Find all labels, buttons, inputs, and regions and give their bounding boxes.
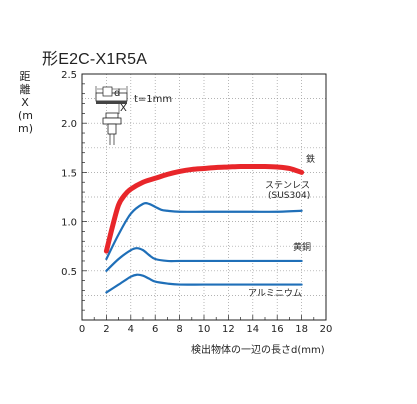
series-line-1 [105,201,303,261]
tick-labels: 0 2 4 6 8 10 12 14 16 18 20 0.5 1.0 1.5 2.0 2.5 [61,70,332,335]
x-tick-label: 12 [222,324,235,335]
label-thickness: t=1mm [134,94,172,105]
y-tick-label: 2.0 [61,119,77,130]
sensor-nut [102,117,122,125]
x-tick-label: 4 [128,324,134,335]
sensor-body [107,123,117,135]
series-line-3 [105,273,303,294]
series-label-stainless-grade: (SUS304) [268,191,310,201]
series-line-2 [105,247,303,272]
sensor-diagram: d X t=1mm [95,86,172,145]
x-tick-label: 10 [198,324,211,335]
series-label-iron: 鉄 [306,153,315,165]
series-lines [103,163,305,294]
x-axis-label: 検出物体の一辺の長さd(mm) [191,345,325,356]
target-plate [96,101,127,104]
series-line-0 [103,163,305,254]
series-label-brass: 黄銅 [293,241,311,253]
x-tick-label: 14 [246,324,259,335]
x-tick-label: 8 [176,324,182,335]
y-tick-label: 0.5 [61,267,77,278]
grid-lines [82,74,326,320]
y-axis-label: 距離X(mm) [18,70,34,135]
x-tick-label: 18 [295,324,308,335]
label-d: d [114,88,120,99]
chart-title: 形E2C-X1R5A [42,51,148,68]
x-tick-label: 20 [320,324,333,335]
series-label-stainless: ステンレス [265,180,310,191]
x-tick-label: 0 [79,324,85,335]
x-tick-label: 16 [271,324,284,335]
plot-frame [81,73,327,321]
square-icon [102,86,113,97]
sensor-head [105,112,119,119]
y-tick-label: 1.5 [61,168,77,179]
x-tick-label: 6 [152,324,158,335]
series-label-aluminium: アルミニウム [248,288,302,299]
x-tick-label: 2 [103,324,109,335]
label-x: X [120,103,127,114]
y-tick-label: 2.5 [61,70,77,81]
y-tick-label: 1.0 [61,218,77,229]
